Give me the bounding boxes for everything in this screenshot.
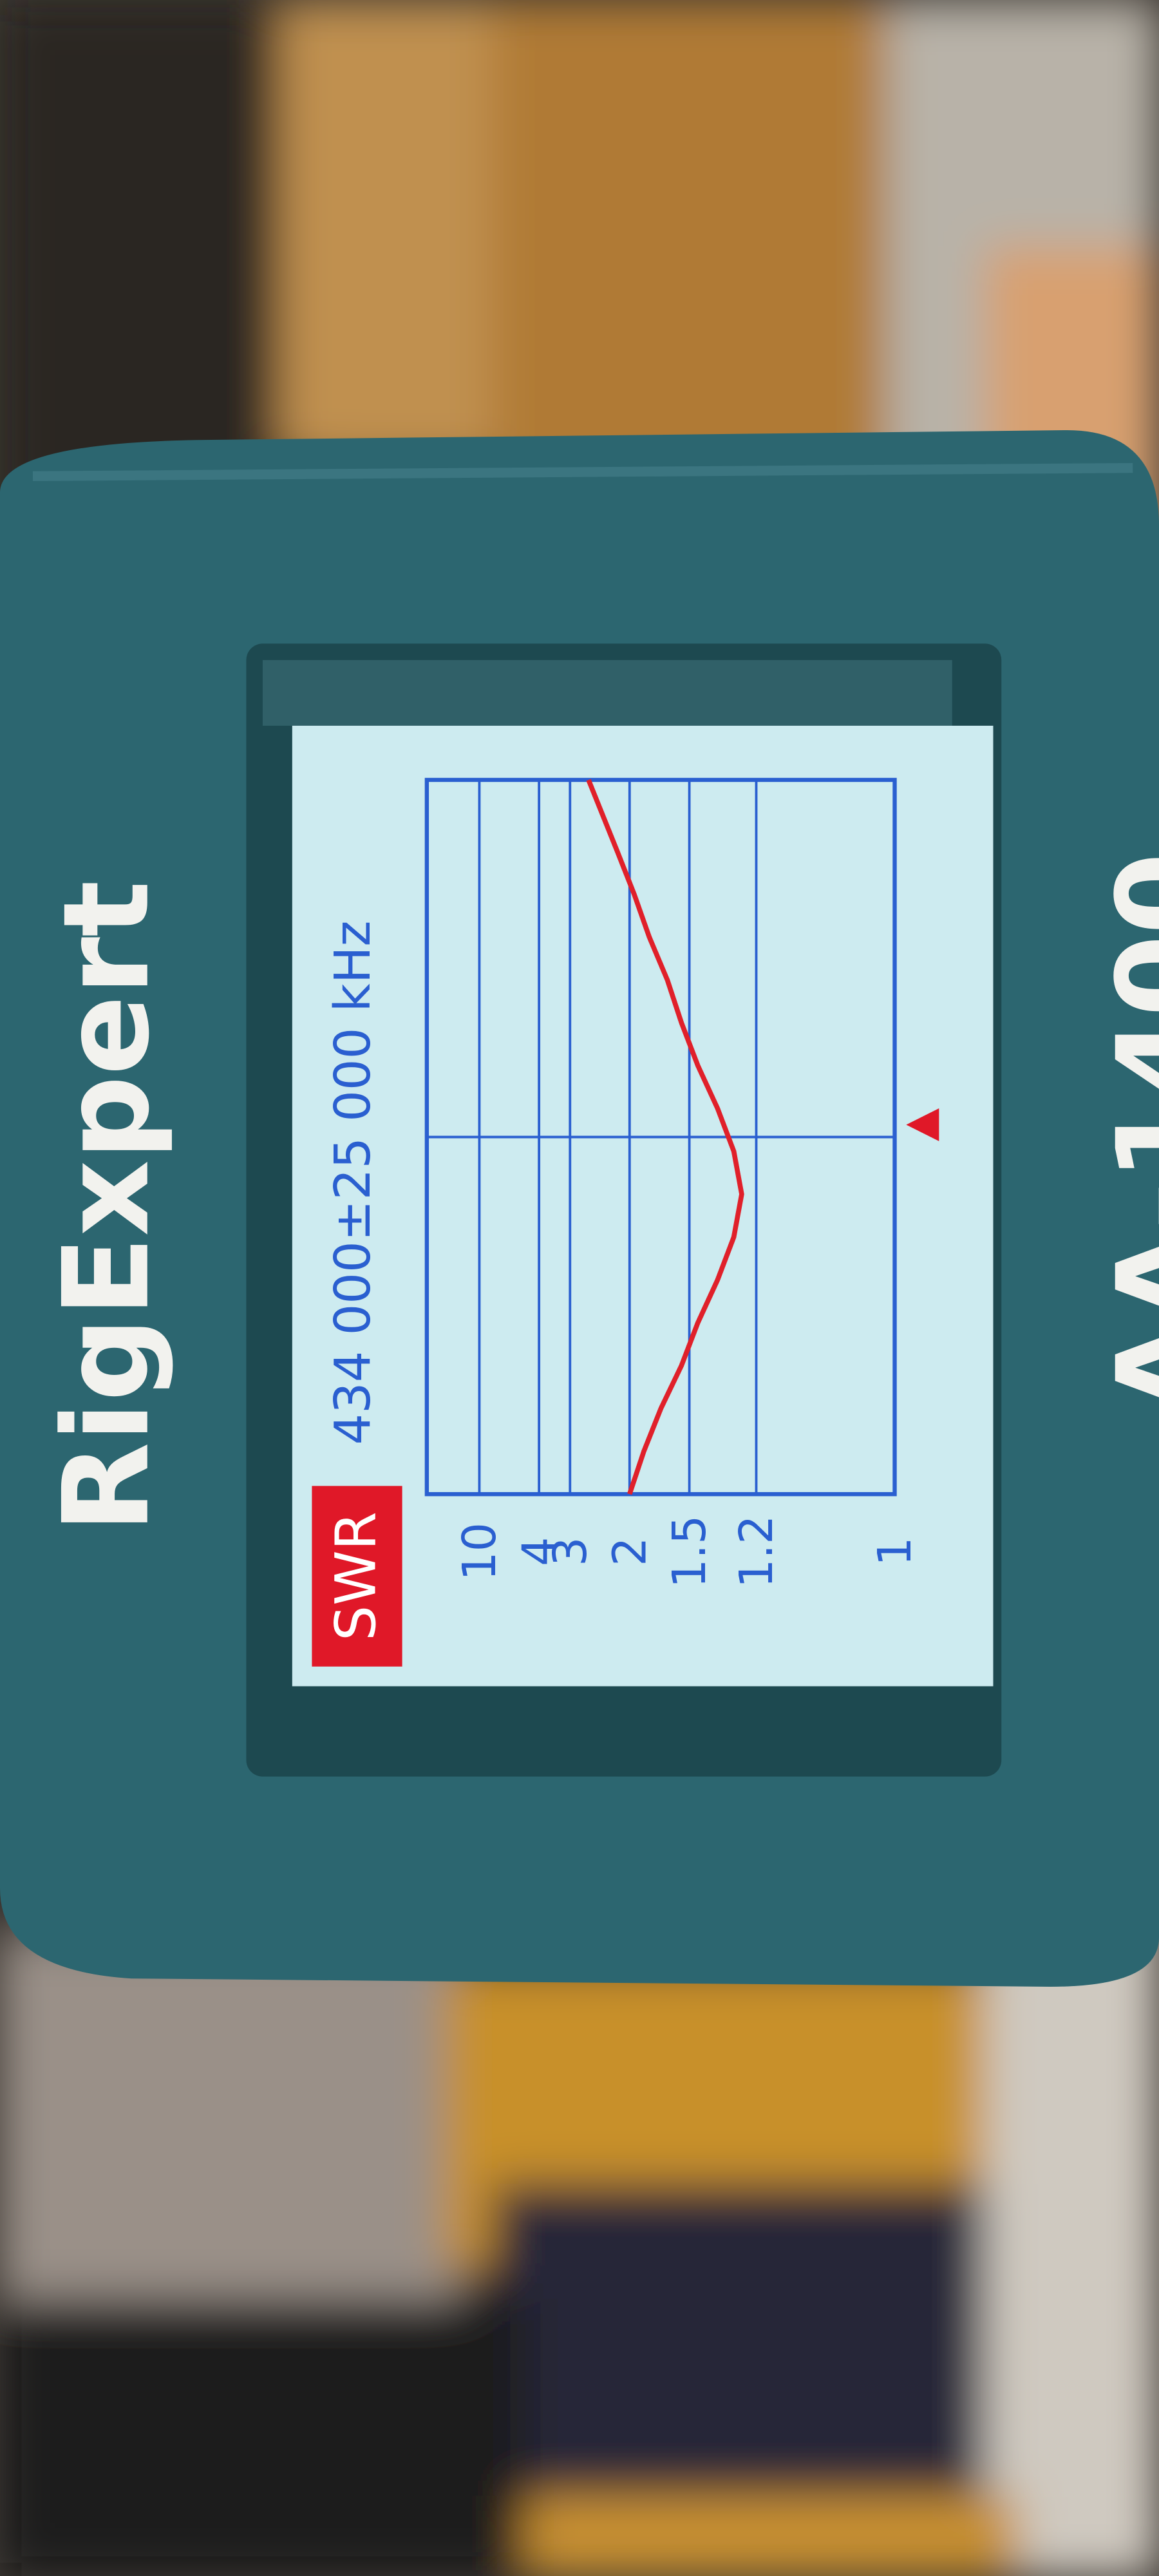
device-highlight xyxy=(32,462,1133,482)
lcd xyxy=(292,725,994,1687)
y-tick-label: 1.2 xyxy=(730,1515,783,1589)
marker xyxy=(906,1108,939,1141)
label-box xyxy=(312,1486,402,1667)
bezel-shade xyxy=(262,659,952,726)
y-tick-label: 10 xyxy=(453,1522,506,1581)
swr-label: SWR xyxy=(324,1511,388,1641)
y-tick-label: 1.5 xyxy=(663,1515,716,1589)
model: AA-1400 xyxy=(1093,853,1159,1414)
brand: RigExpert xyxy=(39,880,176,1533)
chart-title: 434 000±25 000 kHz xyxy=(325,921,382,1445)
y-tick-label: 3 xyxy=(543,1537,597,1566)
y-tick-label: 1 xyxy=(868,1537,921,1566)
y-tick-label: 2 xyxy=(603,1537,656,1566)
y-tick-label: 4 xyxy=(513,1537,566,1566)
screen: SWR 434 000±25 000 kHz 10 43 2 1.5 1.2 1 xyxy=(312,777,939,1667)
swr-curve xyxy=(586,779,744,1495)
